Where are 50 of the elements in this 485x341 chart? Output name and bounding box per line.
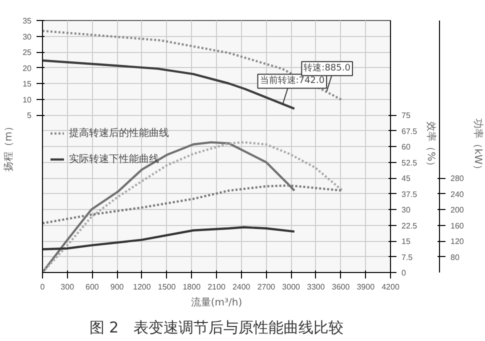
legend-label: 提高转速后的性能曲线 [69,126,169,140]
x-tick-label: 300 [60,282,75,292]
annotation: 当前转速:742.0 [260,75,325,86]
y-tick-label: 5 [27,111,32,120]
annotation: 转速:885.0 [304,62,351,74]
y3-tick-label: 120 [450,237,464,246]
y-tick-label: 35 [22,16,32,26]
x-tick-label: 2700 [257,282,276,292]
x-tick-label: 3900 [356,282,376,292]
y3-tick-label: 280 [450,174,464,183]
x-tick-label: 4200 [382,282,400,292]
line-series [42,59,296,110]
x-tick-label: 3600 [332,282,350,292]
y2-tick-label: 60 [402,142,411,152]
line-series [42,226,296,250]
y2-tick-label: 30 [402,206,411,214]
x-tick-label: 1800 [182,282,202,292]
y3-tick-label: 240 [450,190,464,199]
x-tick-label: 1500 [158,282,176,292]
y-tick-label: 20 [22,64,32,73]
y3-tick-label: 160 [450,221,464,230]
y2-axis-title: 效率（%） [425,122,438,172]
y2-tick-label: 22.5 [402,221,418,230]
x-tick-label: 2400 [232,282,251,292]
x-tick-label: 3000 [282,282,301,292]
x-tick-label: 2100 [208,282,226,292]
y2-tick-label: 37.5 [402,190,418,199]
x-axis-title: 流量(m³/h) [190,296,242,308]
line-series [42,141,344,272]
y-tick-label: 10 [22,95,32,104]
y-axis-title: 扬程（m） [2,122,15,172]
y-tick-label: 15 [22,80,32,88]
x-tick-label: 1200 [133,282,152,292]
y2-tick-label: 45 [402,174,411,183]
y2-tick-label: 52.5 [402,158,418,168]
y2-tick-label: 15 [402,237,411,246]
x-tick-label: 3300 [307,282,326,292]
y2-tick-label: 0 [402,268,406,278]
y3-axis-title: 功率（kW） [472,118,484,174]
y-tick-label: 25 [22,48,32,57]
caption: 图 2 表变速调节后与原性能曲线比较 [89,318,344,336]
y3-tick-label: 80 [450,252,460,262]
y2-tick-label: 67.5 [402,126,418,136]
x-tick-label: 600 [86,282,100,292]
y2-tick-label: 7.5 [402,252,414,262]
x-tick-label: 0 [40,282,46,292]
x-tick-label: 900 [110,282,124,292]
y2-tick-label: 75 [402,111,411,120]
y3-tick-label: 200 [450,206,464,214]
y-tick-label: 30 [22,32,32,42]
